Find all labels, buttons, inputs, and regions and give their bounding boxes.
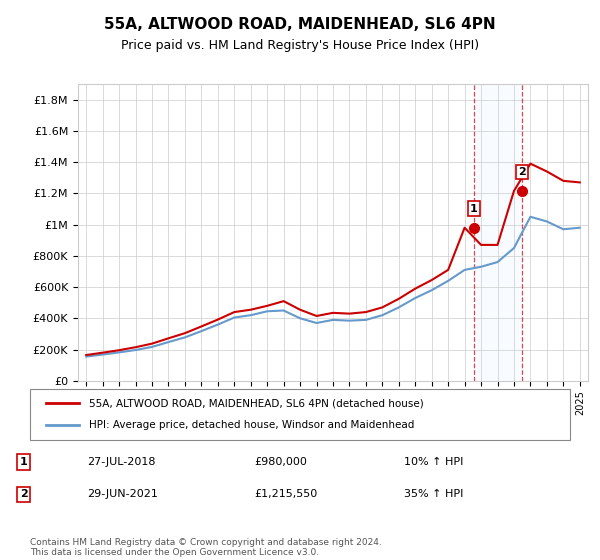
Bar <box>474 84 522 381</box>
Text: 55A, ALTWOOD ROAD, MAIDENHEAD, SL6 4PN: 55A, ALTWOOD ROAD, MAIDENHEAD, SL6 4PN <box>104 17 496 32</box>
Text: 2: 2 <box>518 167 526 177</box>
Text: £1,215,550: £1,215,550 <box>254 489 317 500</box>
Text: 10% ↑ HPI: 10% ↑ HPI <box>404 457 463 467</box>
Text: 29-JUN-2021: 29-JUN-2021 <box>87 489 158 500</box>
Text: 1: 1 <box>470 204 478 214</box>
Text: 35% ↑ HPI: 35% ↑ HPI <box>404 489 463 500</box>
Text: 27-JUL-2018: 27-JUL-2018 <box>87 457 155 467</box>
Text: £980,000: £980,000 <box>254 457 307 467</box>
Text: Price paid vs. HM Land Registry's House Price Index (HPI): Price paid vs. HM Land Registry's House … <box>121 39 479 52</box>
Text: Contains HM Land Registry data © Crown copyright and database right 2024.
This d: Contains HM Land Registry data © Crown c… <box>30 538 382 557</box>
FancyBboxPatch shape <box>30 389 570 440</box>
Text: 2: 2 <box>20 489 28 500</box>
Text: HPI: Average price, detached house, Windsor and Maidenhead: HPI: Average price, detached house, Wind… <box>89 421 415 431</box>
Text: 55A, ALTWOOD ROAD, MAIDENHEAD, SL6 4PN (detached house): 55A, ALTWOOD ROAD, MAIDENHEAD, SL6 4PN (… <box>89 398 424 408</box>
Text: 1: 1 <box>20 457 28 467</box>
